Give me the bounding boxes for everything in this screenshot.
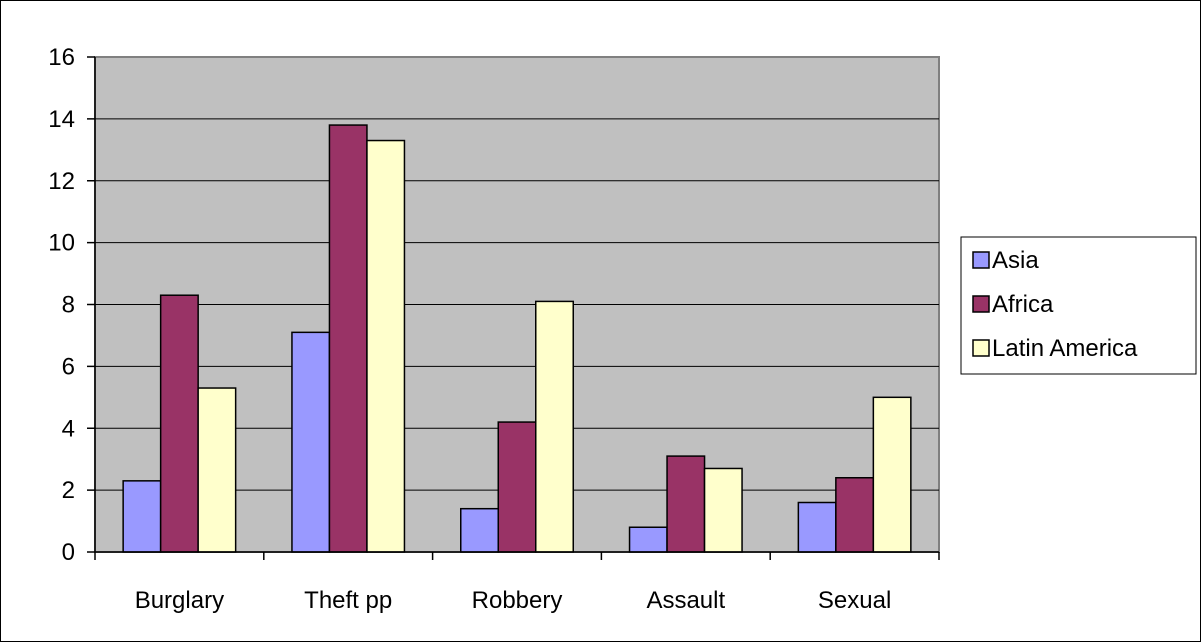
legend-swatch (972, 251, 990, 269)
y-tick-label: 14 (48, 106, 75, 133)
bar-asia-assault (628, 526, 668, 553)
bar-africa-burglary (159, 294, 199, 553)
y-tick-label: 10 (48, 230, 75, 257)
bar-asia-burglary (122, 480, 162, 553)
x-tick-label: Sexual (818, 587, 891, 614)
bar-africa-theft-pp (328, 124, 368, 553)
bar-latin-america-robbery (535, 300, 574, 553)
legend-label: Latin America (992, 335, 1138, 362)
bars (122, 124, 912, 553)
y-tick-label: 8 (62, 292, 75, 319)
y-tick-label: 0 (62, 539, 75, 566)
legend-label: Africa (992, 291, 1054, 318)
y-tick-label: 2 (62, 477, 75, 504)
bar-latin-america-burglary (197, 387, 237, 553)
bar-latin-america-assault (703, 467, 743, 553)
bar-africa-assault (666, 455, 706, 553)
bar-africa-sexual (835, 477, 875, 553)
x-tick-label: Assault (646, 587, 725, 614)
x-tick-label: Burglary (135, 587, 224, 614)
bar-asia-robbery (460, 507, 499, 553)
x-tick-label: Robbery (472, 587, 563, 614)
bar-asia-sexual (797, 501, 837, 553)
bar-latin-america-theft-pp (366, 139, 406, 553)
legend: Asia Africa Latin America (960, 236, 1197, 375)
y-tick-label: 12 (48, 168, 75, 195)
bar-latin-america-sexual (872, 396, 912, 553)
y-ticks: 0 2 4 6 8 10 12 14 16 (48, 44, 95, 566)
bar-africa-robbery (497, 421, 537, 553)
legend-swatch (972, 295, 990, 313)
y-tick-label: 4 (62, 415, 75, 442)
x-ticks: Burglary Theft pp Robbery Assault Sexual (94, 552, 940, 614)
y-tick-label: 6 (62, 353, 75, 380)
x-tick-label: Theft pp (304, 587, 392, 614)
bar-asia-theft-pp (291, 331, 331, 553)
legend-label: Asia (992, 247, 1039, 274)
legend-swatch (972, 339, 990, 357)
legend-box (960, 236, 1197, 375)
y-tick-label: 16 (48, 44, 75, 71)
